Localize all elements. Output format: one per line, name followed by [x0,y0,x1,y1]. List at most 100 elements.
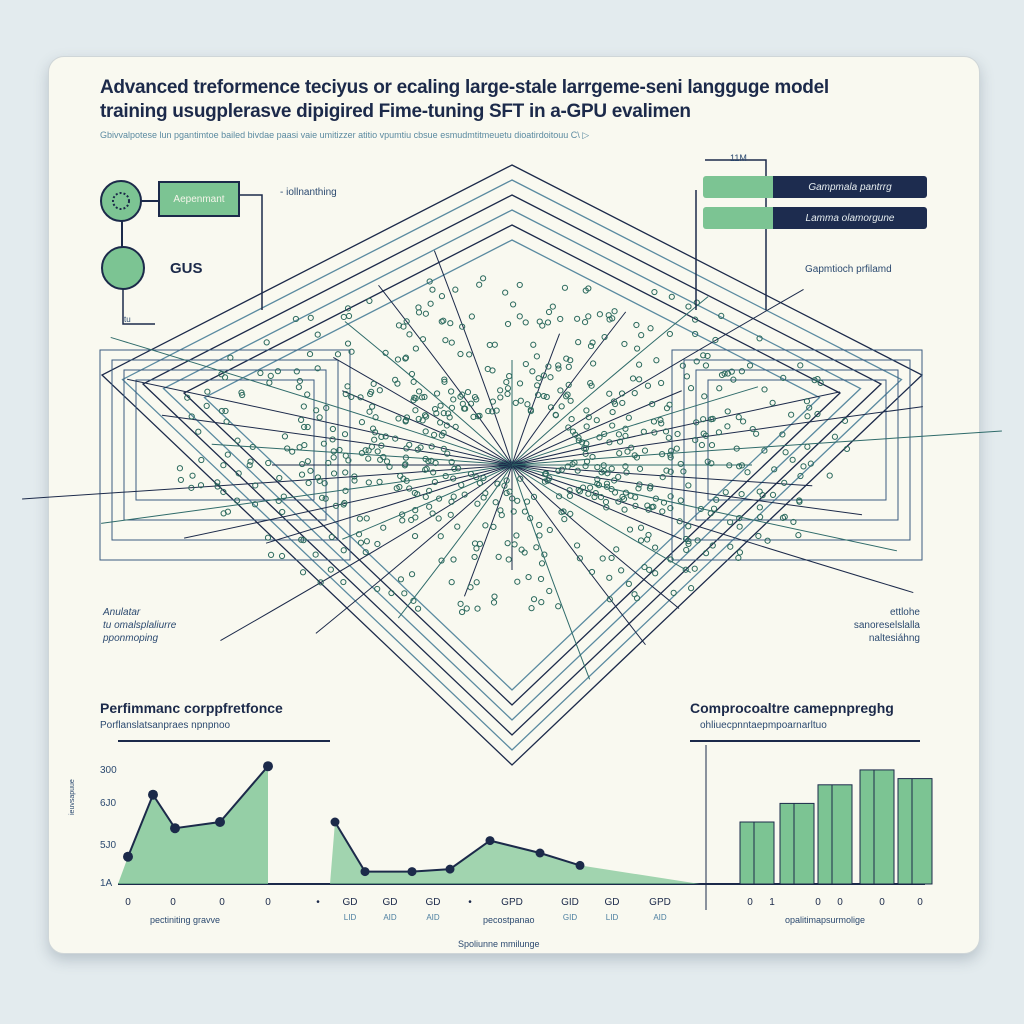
right-x-label: opalitimapsurmolige [785,915,866,925]
foliage-node [524,401,531,408]
foliage-node [374,448,381,455]
foliage-node [518,546,525,553]
foliage-node [376,387,383,394]
foliage-node [538,599,545,606]
foliage-node [473,545,480,552]
foliage-node [330,448,337,455]
foliage-node [588,382,595,389]
tree-branch [511,464,646,646]
foliage-node [233,497,241,504]
foliage-node [382,433,389,440]
foliage-node [266,379,273,386]
foliage-node [220,488,227,496]
foliage-node [730,376,737,383]
foliage-node [365,479,372,486]
foliage-node [446,414,453,421]
foliage-node [497,387,504,394]
mid-chart-point [330,817,340,827]
foliage-node [301,441,308,449]
foliage-node [611,489,619,496]
foliage-node [589,453,596,461]
foliage-node [611,477,618,484]
foliage-node [619,493,626,500]
foliage-node [363,538,370,545]
foliage-node [573,542,581,549]
foliage-node [806,404,813,411]
foliage-node [574,315,581,322]
page-title: Advanced treformence teciyus or ecaling … [100,76,829,124]
foliage-node [814,410,821,418]
foliage-node [402,354,410,361]
foliage-node [727,543,734,550]
foliage-node [529,368,536,375]
foliage-node [667,454,674,461]
foliage-node [410,597,417,604]
foliage-node [658,420,665,427]
foliage-node [733,445,740,452]
foliage-node [635,361,643,368]
server-rack-outline [135,379,315,501]
foliage-node [412,514,419,521]
foliage-node [555,603,562,610]
foliage-node [724,423,731,430]
foliage-node [552,411,559,418]
x-sub-tick: LID [343,913,357,922]
foliage-node [575,434,582,441]
foliage-node [221,374,229,381]
bar [859,769,895,885]
foliage-node [682,535,690,543]
tree-branch [220,464,513,641]
foliage-node [522,360,529,368]
foliage-node [412,345,419,352]
foliage-node [510,508,517,515]
foliage-node [402,417,410,424]
foliage-node [480,474,487,482]
foliage-node [641,563,648,571]
foliage-node [284,445,291,452]
foliage-node [628,444,635,451]
foliage-node [633,454,641,461]
foliage-node [538,560,546,567]
foliage-node [600,462,607,469]
foliage-node [692,437,699,444]
foliage-node [299,460,306,468]
foliage-node [399,511,406,518]
foliage-node [726,462,733,469]
foliage-node [223,418,230,425]
foliage-node [571,459,578,466]
legend-item-1: Gampmala pantrrg [703,176,927,198]
foliage-node [471,540,479,547]
foliage-node [605,312,612,319]
foliage-node [419,336,427,343]
tree-branch [511,464,863,516]
foliage-node [419,417,426,424]
foliage-node [797,362,804,369]
foliage-node [618,567,625,574]
foliage-node [382,349,389,357]
foliage-node [325,459,332,467]
foliage-node [345,457,352,464]
foliage-node [667,468,674,475]
foliage-node [636,465,644,472]
foliage-node [341,499,348,507]
foliage-node [755,532,762,540]
foliage-node [693,419,700,426]
foliage-node [817,379,824,387]
foliage-node [204,388,211,395]
x-tick: 0 [265,897,271,908]
foliage-node [610,398,618,405]
foliage-node [188,413,195,420]
foliage-node [680,468,687,475]
left-chart-point [215,817,225,827]
tree-branch [511,391,840,466]
server-rack-outline [671,349,923,561]
foliage-node [301,423,308,431]
foliage-node [314,474,322,481]
connector [122,289,155,325]
foliage-node [594,480,601,487]
foliage-node [535,391,542,398]
foliage-node [713,496,720,503]
tree-branch [511,289,804,466]
foliage-node [448,339,455,346]
foliage-node [195,428,202,435]
